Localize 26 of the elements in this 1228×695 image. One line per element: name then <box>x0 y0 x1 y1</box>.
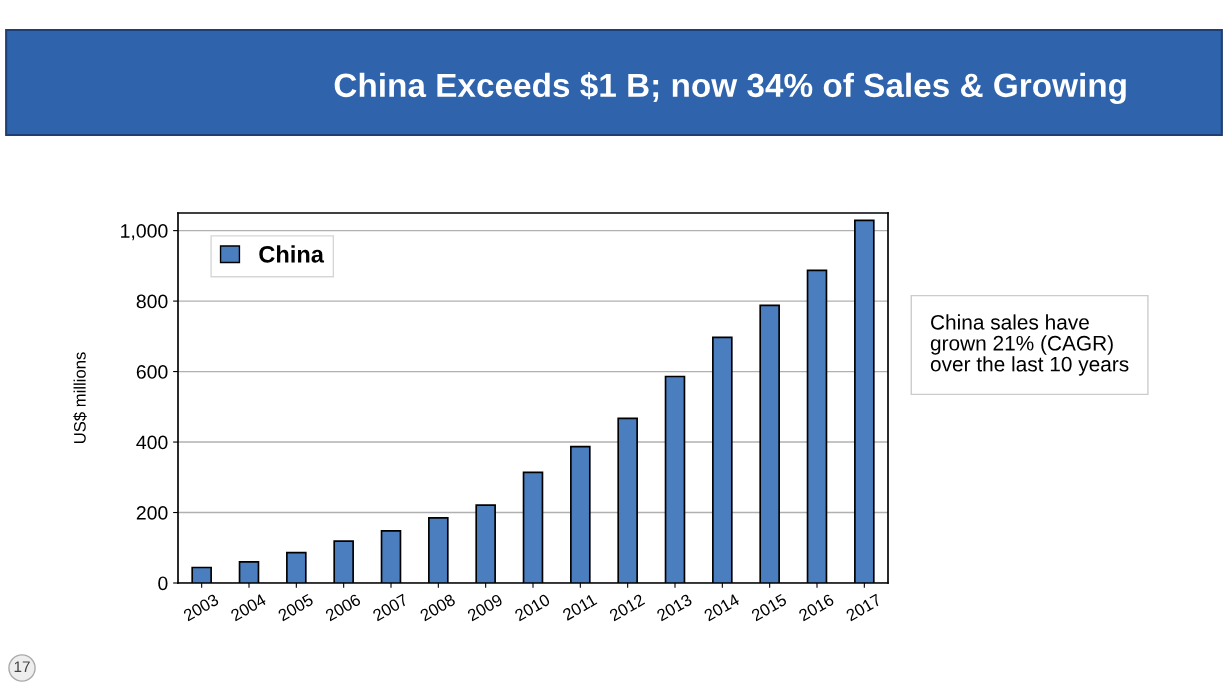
x-tick-label: 2008 <box>419 593 456 622</box>
x-tick-label: 2005 <box>277 593 315 622</box>
y-tick-label: 600 <box>136 365 168 379</box>
y-tick-label: 200 <box>136 505 168 520</box>
x-tick-label: 2004 <box>230 593 267 622</box>
x-tick-label: 2006 <box>324 593 362 622</box>
x-tick-label: 2013 <box>656 593 693 622</box>
x-tick-label: 2003 <box>182 593 220 622</box>
y-tick-label: 400 <box>136 435 168 450</box>
x-tick-label: 2017 <box>845 593 882 622</box>
y-axis-title: US$ millions <box>73 352 87 444</box>
x-tick-label: 2007 <box>372 593 409 622</box>
x-tick-label: 2009 <box>466 593 504 622</box>
x-tick-label: 2015 <box>750 593 788 622</box>
legend-label: China <box>259 245 325 263</box>
y-tick-label: 1,000 <box>121 224 168 241</box>
x-tick-label: 2010 <box>514 593 551 622</box>
y-tick-label: 800 <box>136 294 168 309</box>
x-tick-label: 2016 <box>798 593 835 622</box>
x-tick-label: 2012 <box>608 593 646 622</box>
text: 17 <box>14 661 30 672</box>
chart-title: China Exceeds $1 B; now 34% of Sales & Growing <box>334 72 1126 104</box>
x-tick-label: 2014 <box>703 593 741 622</box>
y-tick-label: 0 <box>158 576 168 591</box>
text: China sales have grown 21% (CAGR) over the last 10 years <box>930 314 1129 376</box>
x-tick-label: 2011 <box>561 593 598 621</box>
